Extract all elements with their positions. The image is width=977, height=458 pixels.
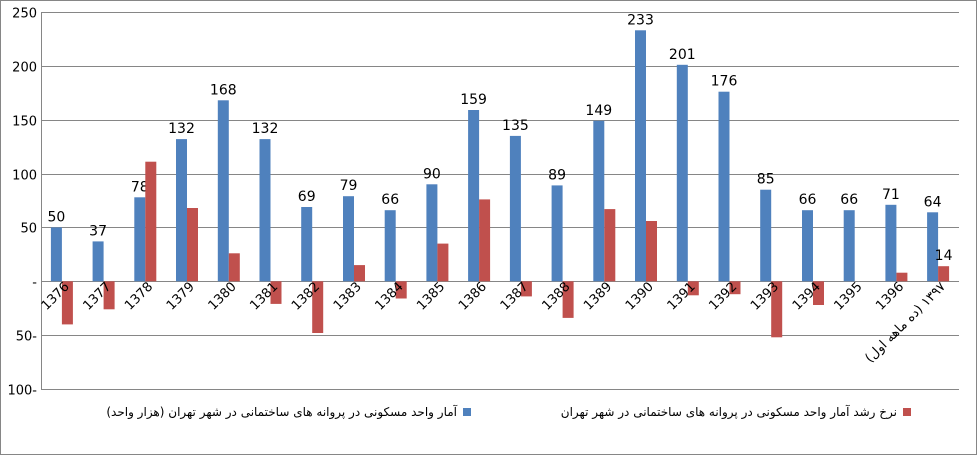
data-label-series-1: 89 (548, 167, 566, 183)
x-tick-label: 1379 (164, 280, 198, 314)
bar-2 (604, 209, 616, 282)
data-label-series-1: 176 (711, 74, 738, 90)
bar-1 (802, 210, 813, 282)
bar-1 (551, 185, 563, 282)
data-label-series-1: 149 (585, 103, 612, 119)
data-label-series-1: 37 (89, 223, 107, 239)
data-label-series-2: 14 (935, 248, 953, 264)
data-label-series-1: 159 (460, 92, 487, 108)
bar-2 (896, 272, 908, 282)
data-label-series-1: 201 (669, 47, 696, 63)
bar-2 (395, 281, 407, 299)
bar-1 (676, 64, 688, 282)
bar-1 (635, 30, 646, 282)
x-tick-label: 1378 (122, 280, 156, 314)
x-tick-label: (ده ماهه اول) ۱۳۹۷ (863, 280, 949, 366)
bar-2 (771, 281, 783, 338)
bar-2 (354, 265, 365, 282)
data-label-series-1: 71 (882, 187, 900, 203)
bar-2 (187, 208, 198, 282)
y-tick-label: 250 (12, 7, 37, 22)
bar-2 (729, 281, 741, 295)
bar-1 (885, 204, 897, 282)
data-label-series-1: 79 (340, 178, 358, 194)
x-tick-label: 1396 (873, 280, 907, 314)
x-tick-label: 1380 (206, 280, 240, 314)
data-label-series-1: 66 (799, 192, 817, 208)
bar-2 (687, 281, 699, 296)
bar-1 (843, 210, 855, 282)
bar-1 (301, 207, 313, 282)
data-label-series-1: 90 (423, 166, 441, 182)
bar-2 (228, 253, 240, 282)
data-label-series-1: 132 (252, 121, 279, 137)
bar-1 (92, 241, 104, 282)
bar-1 (718, 91, 730, 282)
bar-2 (145, 161, 157, 282)
x-tick-label: 1390 (623, 280, 657, 314)
data-label-series-1: 132 (168, 121, 195, 137)
bar-1 (217, 100, 229, 282)
y-tick-label: 50 (20, 222, 37, 237)
bar-1 (509, 135, 521, 282)
bar-1 (468, 110, 480, 282)
y-tick-label: 200 (12, 61, 37, 76)
legend-label-series-1: آمار واحد مسکونی در پروانه های ساختمانی … (106, 405, 457, 419)
x-tick-label: 1389 (581, 280, 615, 314)
bar-1 (343, 196, 354, 282)
legend-item-series-1: آمار واحد مسکونی در پروانه های ساختمانی … (106, 405, 471, 419)
data-label-series-1: 50 (47, 209, 65, 225)
bar-2 (813, 281, 824, 305)
legend-label-series-2: نرخ رشد آمار واحد مسکونی در پروانه های س… (560, 405, 897, 419)
data-label-series-1: 66 (381, 192, 399, 208)
legend-swatch-series-2 (903, 408, 911, 416)
y-tick-label: - (32, 276, 37, 291)
y-tick-label: 50- (16, 330, 38, 345)
data-label-series-1: 69 (298, 189, 316, 205)
x-tick-label: 1386 (456, 280, 490, 314)
data-label-series-1: 64 (924, 194, 942, 210)
bar-1 (176, 139, 187, 282)
data-label-series-1: 233 (627, 12, 654, 28)
bar-1 (426, 184, 438, 282)
bar-1 (384, 210, 396, 282)
x-tick-label: 1395 (832, 280, 866, 314)
y-tick-label: 100 (12, 169, 37, 184)
y-tick-label: 100- (7, 384, 37, 399)
x-tick-label: 1383 (331, 280, 365, 314)
y-tick-label: 150 (12, 115, 37, 130)
data-label-series-1: 135 (502, 118, 529, 134)
x-tick-label: 1385 (414, 280, 448, 314)
data-label-series-1: 78 (131, 179, 149, 195)
legend-item-series-2: نرخ رشد آمار واحد مسکونی در پروانه های س… (561, 405, 911, 419)
bar-2 (562, 281, 574, 318)
bar-1 (259, 139, 271, 282)
bar-2 (479, 199, 491, 282)
bar-2 (61, 281, 73, 325)
data-label-series-1: 66 (840, 192, 858, 208)
bar-2 (520, 281, 532, 297)
bar-1 (50, 227, 62, 282)
bar-2 (270, 281, 282, 304)
legend-swatch-series-1 (463, 408, 471, 416)
bar-1 (134, 197, 146, 282)
data-label-series-1: 85 (757, 172, 775, 188)
bar-1 (927, 212, 939, 282)
bar-2 (938, 266, 950, 282)
bar-2 (103, 281, 115, 310)
bar-1 (593, 120, 605, 282)
bar-2 (437, 243, 449, 282)
bar-2 (646, 221, 657, 282)
bar-1 (760, 189, 772, 282)
bar-2 (312, 281, 324, 333)
data-label-series-1: 168 (210, 82, 237, 98)
